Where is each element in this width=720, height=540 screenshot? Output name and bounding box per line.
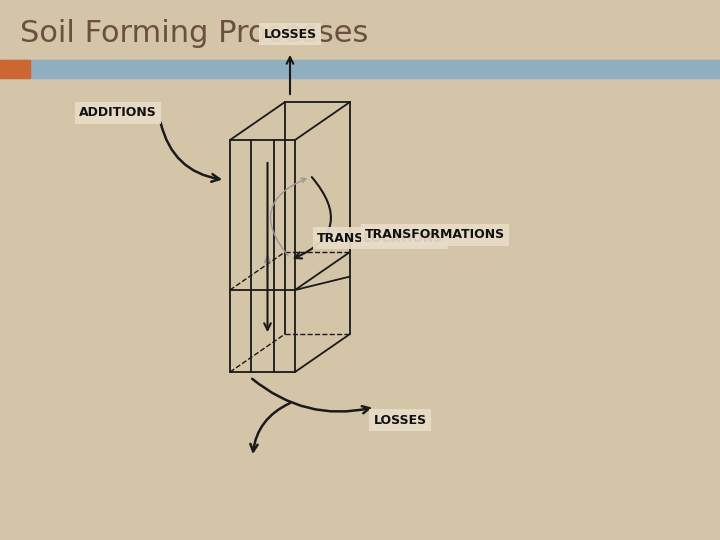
Text: LOSSES: LOSSES — [264, 28, 317, 40]
Text: Soil Forming Processes: Soil Forming Processes — [20, 18, 369, 48]
Text: ADDITIONS: ADDITIONS — [79, 106, 157, 119]
Bar — [0, 60, 720, 78]
Text: LOSSES: LOSSES — [374, 414, 426, 427]
Text: TRANSFORMATIONS: TRANSFORMATIONS — [365, 228, 505, 241]
Bar — [0, 60, 30, 78]
Text: TRANSLOCATIONS: TRANSLOCATIONS — [317, 232, 443, 245]
